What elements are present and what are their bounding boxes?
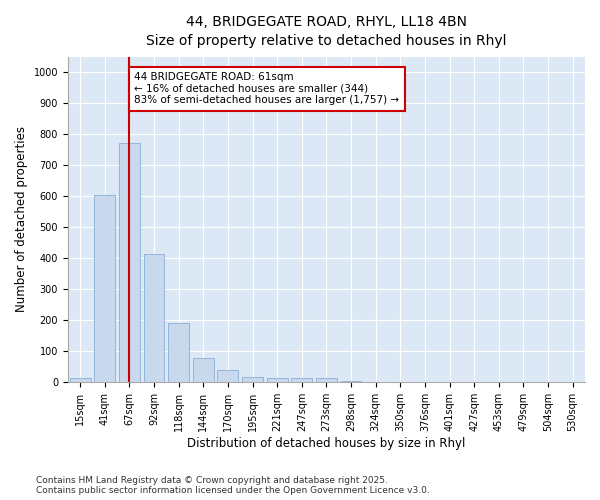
Bar bbox=[316, 378, 337, 382]
Bar bbox=[217, 370, 238, 382]
Bar bbox=[70, 378, 91, 382]
Bar bbox=[119, 144, 140, 382]
X-axis label: Distribution of detached houses by size in Rhyl: Distribution of detached houses by size … bbox=[187, 437, 466, 450]
Title: 44, BRIDGEGATE ROAD, RHYL, LL18 4BN
Size of property relative to detached houses: 44, BRIDGEGATE ROAD, RHYL, LL18 4BN Size… bbox=[146, 15, 506, 48]
Text: 44 BRIDGEGATE ROAD: 61sqm
← 16% of detached houses are smaller (344)
83% of semi: 44 BRIDGEGATE ROAD: 61sqm ← 16% of detac… bbox=[134, 72, 400, 106]
Bar bbox=[94, 194, 115, 382]
Bar bbox=[266, 378, 287, 382]
Bar bbox=[242, 377, 263, 382]
Bar bbox=[168, 323, 189, 382]
Bar bbox=[143, 254, 164, 382]
Bar bbox=[341, 381, 361, 382]
Y-axis label: Number of detached properties: Number of detached properties bbox=[15, 126, 28, 312]
Text: Contains HM Land Registry data © Crown copyright and database right 2025.
Contai: Contains HM Land Registry data © Crown c… bbox=[36, 476, 430, 495]
Bar bbox=[193, 358, 214, 382]
Bar bbox=[291, 378, 312, 382]
